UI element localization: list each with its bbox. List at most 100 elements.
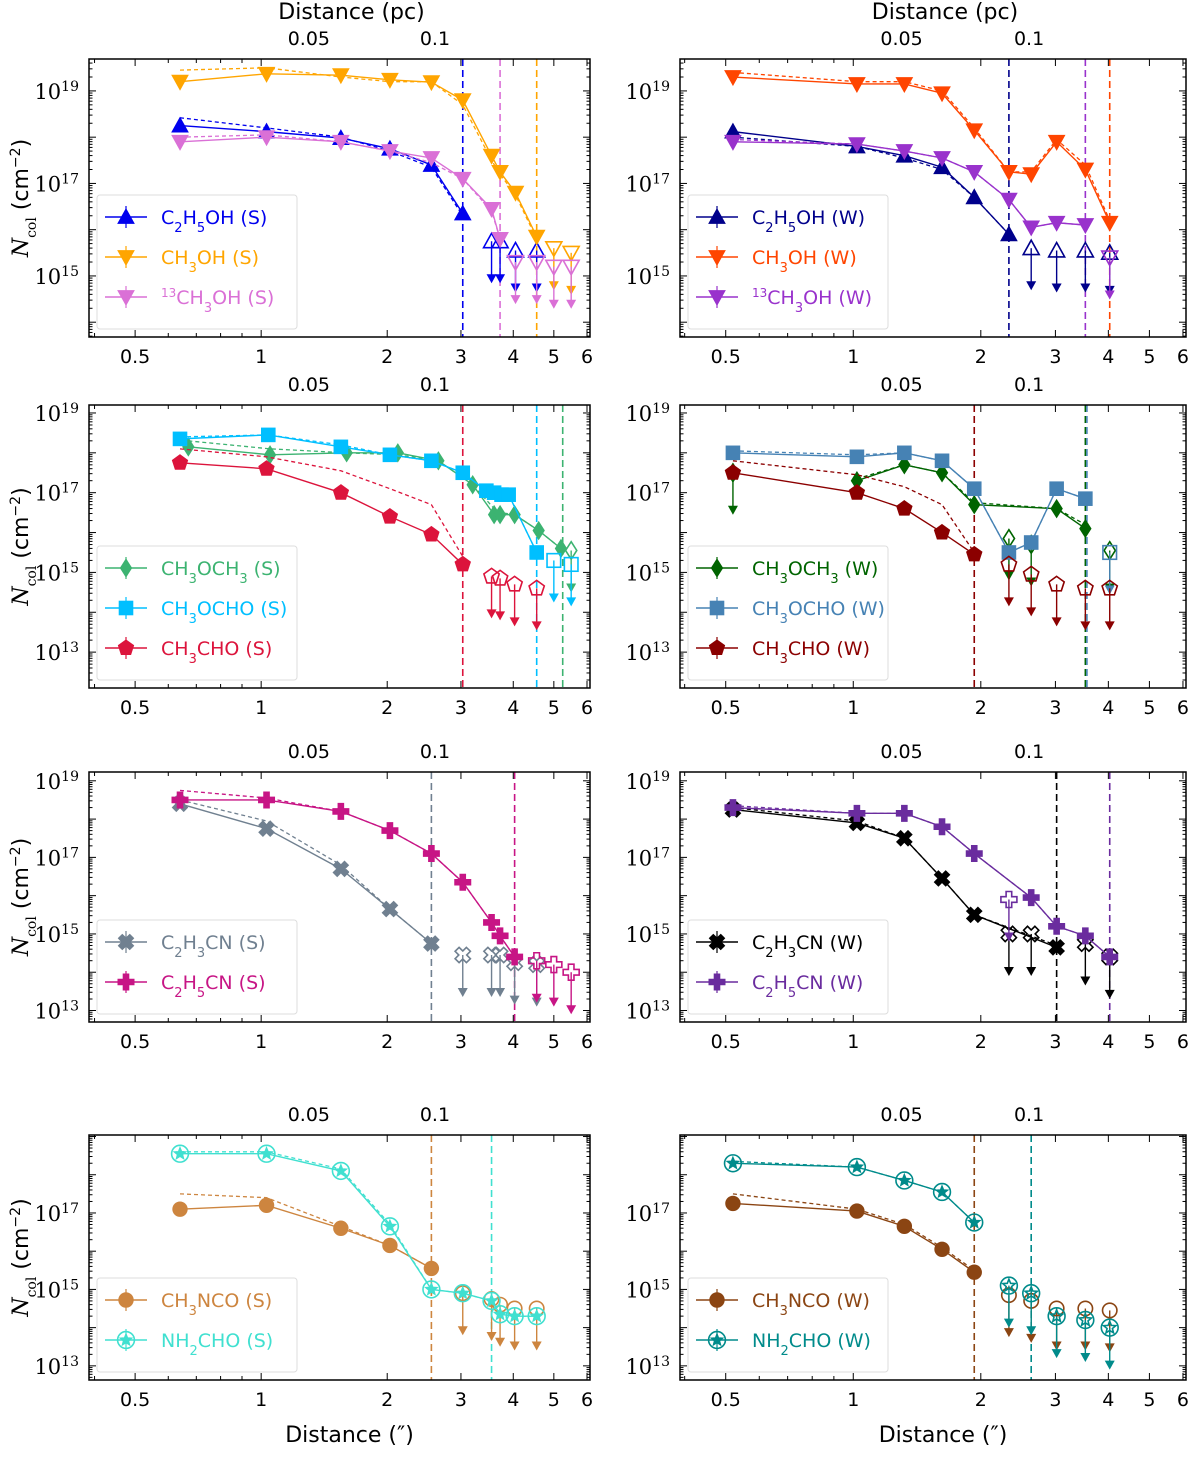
legend: CH3NCO (W) NH2CHO (W) [687, 1277, 889, 1373]
marker-star [382, 1218, 398, 1233]
marker-x [1048, 938, 1066, 956]
x-tick-label: 5 [1143, 346, 1155, 368]
arrow-head [1026, 1326, 1037, 1336]
marker-square [966, 481, 982, 497]
x-tick-label: 3 [1049, 346, 1061, 368]
panel-row2-right: 0.5 1 2 3 4 5 6 0.05 0.1 1019 1017 1015 1013 CH3OCH3 … [625, 374, 1189, 719]
marker-square [897, 445, 912, 461]
series-13ch3oh-w- [724, 134, 1120, 300]
legend-entry: CH3OCH3 (S) [105, 557, 281, 587]
marker-triangle-down [171, 134, 189, 151]
marker-circle [172, 1201, 188, 1217]
arrow-head [495, 611, 506, 621]
axes-frame [679, 58, 1187, 338]
x-tick-label: 4 [507, 346, 519, 368]
marker-square [1102, 544, 1118, 561]
upper-limit [1075, 240, 1095, 293]
upper-limit [1101, 579, 1119, 631]
marker-diamond [968, 494, 981, 515]
svg-text:C2H5OH (W): C2H5OH (W) [752, 207, 865, 236]
marker-triangle-up [1047, 240, 1066, 258]
marker-plus [1101, 948, 1119, 966]
marker-pentagon [258, 460, 275, 476]
svg-text:NH2CHO (S): NH2CHO (S) [161, 1330, 273, 1359]
legend-entry: CH3OH (W) [696, 246, 857, 276]
marker-pentagon [848, 484, 866, 500]
marker-triangle-down [1000, 192, 1018, 209]
top-x-tick-label: 0.05 [288, 28, 330, 50]
marker-plus [545, 955, 563, 974]
data-line [732, 76, 1111, 224]
x-tick-label: 0.5 [120, 697, 150, 719]
marker-triangle-down [544, 259, 564, 277]
marker-triangle-down [332, 68, 350, 85]
marker-square [1001, 545, 1017, 560]
x-tick-label: 6 [1177, 1031, 1189, 1053]
marker-triangle-down [527, 229, 546, 246]
marker-triangle-down [257, 130, 276, 147]
marker-plus [527, 951, 546, 970]
marker-ring [965, 1213, 984, 1232]
svg-text:CH3CHO (W): CH3CHO (W) [752, 638, 870, 667]
data-line [856, 464, 1086, 530]
x-tick-label: 2 [381, 1389, 393, 1411]
marker-pentagon [1101, 579, 1119, 596]
marker-star [1077, 1311, 1094, 1327]
x-tick-label: 4 [1102, 697, 1114, 719]
legend: CH3NCO (S) NH2CHO (S) [96, 1277, 298, 1373]
marker-plus [562, 963, 580, 982]
legend-entry: NH2CHO (S) [105, 1329, 273, 1359]
x-tick-label: 0.5 [120, 1031, 150, 1053]
top-x-tick-label: 0.05 [880, 1104, 922, 1126]
marker-triangle-down [1076, 218, 1095, 235]
marker-pentagon [1022, 565, 1040, 582]
marker-x [527, 955, 546, 974]
marker-square [118, 600, 134, 616]
arrow-head [531, 621, 542, 631]
marker-square [260, 427, 276, 443]
y-tick-label: 1015 [34, 560, 79, 585]
legend-entry: NH2CHO (W) [696, 1329, 871, 1359]
series-13ch3oh-s- [171, 130, 581, 309]
x-tick-label: 0.5 [711, 1389, 741, 1411]
marker-pentagon [117, 639, 135, 655]
arrow-head [495, 274, 506, 284]
x-tick-label: 6 [1177, 346, 1189, 368]
marker-triangle-down [453, 93, 472, 110]
marker-star [934, 1184, 950, 1199]
upper-limit [491, 569, 509, 621]
y-tick-label: 1015 [625, 264, 670, 289]
arrow-head [486, 274, 497, 284]
marker-circle [1048, 1300, 1065, 1317]
marker-plus [1022, 889, 1040, 907]
marker-plus [1000, 890, 1018, 909]
x-tick-label: 0.5 [120, 346, 150, 368]
marker-circle [709, 1292, 725, 1308]
legend-entry: CH3OH (S) [105, 246, 259, 276]
top-x-axis-title: Distance (pc) [278, 0, 424, 25]
marker-star [897, 1172, 912, 1187]
marker-triangle-down [453, 171, 472, 188]
legend: C2H3CN (S) C2H5CN (S) [96, 919, 298, 1015]
arrow-head [486, 609, 497, 619]
legend-entry: C2H5OH (S) [105, 206, 267, 236]
upper-limit [506, 575, 524, 627]
marker-diamond [1050, 498, 1063, 519]
marker-triangle-up [708, 207, 726, 224]
marker-circle [382, 1237, 398, 1254]
x-axis-title: Distance (″) [879, 1423, 1008, 1448]
x-tick-label: 2 [975, 1389, 987, 1411]
marker-plus [483, 913, 501, 931]
marker-circle [896, 1218, 913, 1235]
marker-pentagon [381, 507, 399, 524]
y-tick-label: 1013 [625, 640, 670, 665]
marker-triangle-down [708, 290, 726, 307]
marker-square [382, 447, 398, 463]
x-tick-label: 5 [548, 1389, 560, 1411]
y-tick-label: 1017 [625, 1201, 670, 1226]
arrow-head [548, 299, 559, 309]
marker-star [725, 1155, 741, 1170]
x-tick-label: 6 [581, 1389, 593, 1411]
marker-triangle-down [257, 66, 276, 83]
marker-square [172, 431, 188, 447]
